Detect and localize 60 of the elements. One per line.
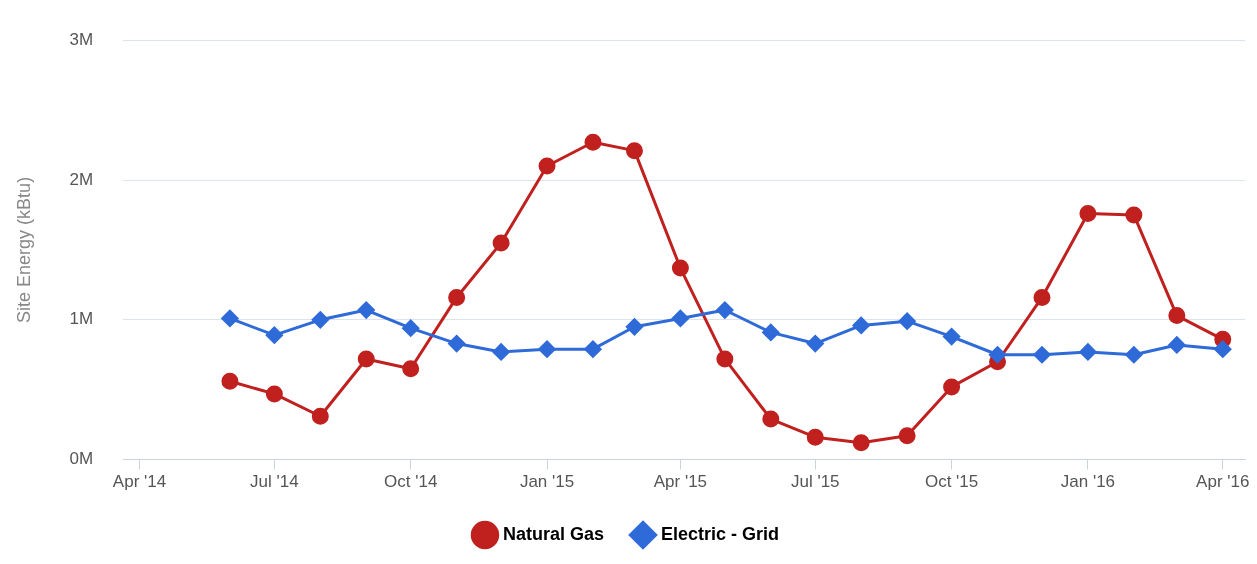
point: [311, 407, 329, 425]
point: [852, 316, 870, 334]
x-tick-label: Jul '15: [790, 472, 840, 492]
y-tick-label: 3M: [69, 29, 94, 49]
x-tick-label: Apr '16: [1196, 472, 1250, 492]
point: [1079, 205, 1097, 223]
point: [402, 360, 420, 378]
point: [762, 410, 780, 428]
point: [448, 288, 466, 306]
point: [311, 311, 329, 329]
y-axis-title: Site Energy (kBtu): [13, 176, 34, 323]
point: [1033, 288, 1051, 306]
point: [538, 157, 556, 175]
x-tick-label: Apr '14: [112, 472, 167, 492]
point: [1168, 336, 1186, 354]
point: [852, 434, 870, 452]
x-tick-label: Apr '15: [653, 472, 708, 492]
point: [584, 133, 602, 151]
point: [265, 385, 283, 403]
point: [357, 301, 375, 319]
point: [1214, 340, 1232, 358]
point: [1079, 343, 1097, 361]
point: [898, 312, 916, 330]
point: [625, 318, 643, 336]
point: [671, 259, 689, 277]
point: [221, 309, 239, 327]
point: [265, 326, 283, 344]
y-tick-label: 1M: [69, 309, 94, 329]
point: [402, 319, 420, 337]
point: [716, 301, 734, 319]
x-tick-label: Jul '14: [250, 472, 299, 492]
point: [1033, 346, 1051, 364]
point: [584, 340, 602, 358]
point: [1125, 346, 1143, 364]
point: [492, 234, 510, 252]
point: [538, 340, 556, 358]
point: [989, 346, 1007, 364]
x-tick-label: Oct '15: [924, 472, 979, 492]
y-tick-label: 2M: [69, 169, 94, 189]
x-tick-label: Jan '16: [1060, 472, 1116, 492]
point: [943, 328, 961, 346]
legend-label: Electric - Grid: [661, 523, 780, 544]
point: [221, 372, 239, 390]
legend-label: Natural Gas: [502, 523, 605, 544]
point: [1125, 206, 1143, 224]
x-tick-label: Jan '15: [519, 472, 575, 492]
x-tick-label: Oct '14: [384, 472, 438, 492]
point: [898, 427, 916, 445]
point: [806, 428, 824, 446]
point: [492, 343, 510, 361]
point: [448, 335, 466, 353]
point: [943, 378, 961, 396]
point: [762, 323, 780, 341]
point: [716, 350, 734, 368]
point: [357, 350, 375, 368]
point: [806, 335, 824, 353]
point: [671, 309, 689, 327]
point: [1168, 307, 1186, 325]
y-tick-label: 0M: [69, 449, 94, 469]
point: [625, 142, 643, 160]
